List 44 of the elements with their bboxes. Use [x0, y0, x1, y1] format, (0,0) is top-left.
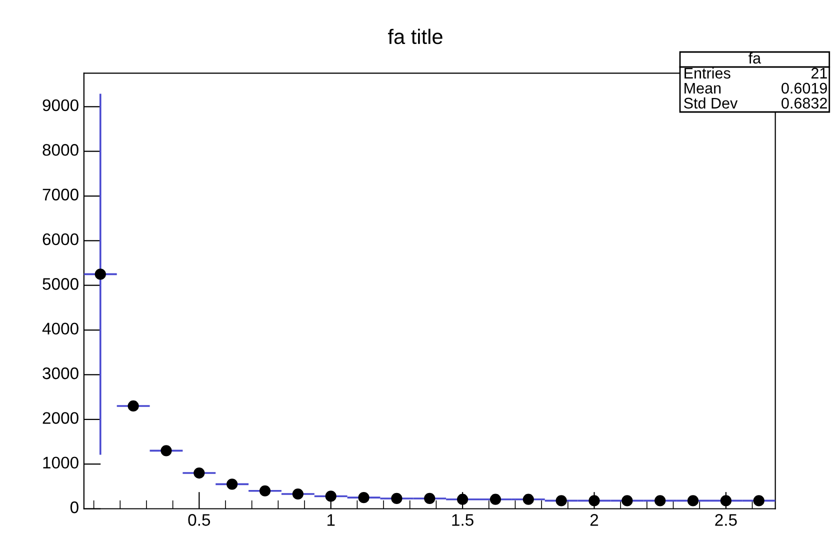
y-tick-label: 9000	[42, 99, 78, 112]
chart-title: fa title	[388, 28, 442, 44]
x-tick-label: 1.5	[452, 514, 474, 526]
point	[128, 400, 139, 412]
point	[424, 492, 436, 504]
y-tick-label: 6000	[42, 233, 78, 246]
y-tick-label: 5000	[42, 278, 78, 290]
y-tick-label: 4000	[42, 322, 78, 335]
point	[456, 494, 468, 505]
point	[588, 495, 600, 506]
annotation: Mean	[684, 82, 721, 94]
y-tick-label: 2000	[42, 412, 78, 424]
y-tick-label: 3000	[42, 367, 78, 380]
point	[391, 492, 402, 504]
point	[753, 495, 764, 506]
point	[259, 485, 271, 496]
point	[654, 495, 666, 506]
x-tick-label: 2.5	[715, 514, 737, 526]
y-tick-label: 7000	[42, 188, 78, 200]
point	[522, 494, 534, 505]
point	[94, 268, 106, 280]
y-tick-label: 0	[70, 501, 78, 514]
text: 0.6019	[782, 82, 827, 94]
point	[622, 495, 633, 506]
y-tick-label: 1000	[43, 456, 78, 469]
text: 0.6832	[782, 98, 827, 109]
x-tick-label: 0.5	[188, 514, 210, 526]
point	[226, 478, 238, 490]
text: 21	[811, 68, 827, 78]
annotation: Std Dev	[684, 97, 738, 109]
point	[720, 495, 732, 506]
point	[687, 495, 699, 506]
point	[292, 488, 304, 500]
point	[160, 445, 172, 456]
point	[490, 494, 502, 505]
point	[556, 495, 567, 506]
annotation: Entries	[684, 67, 730, 79]
point	[194, 467, 205, 479]
point	[358, 492, 370, 504]
text: fa	[748, 52, 762, 64]
x-tick-label: 2	[590, 514, 598, 526]
point	[325, 490, 336, 502]
x-tick-label: 1	[327, 514, 335, 526]
y-tick-label: 8000	[42, 144, 78, 156]
